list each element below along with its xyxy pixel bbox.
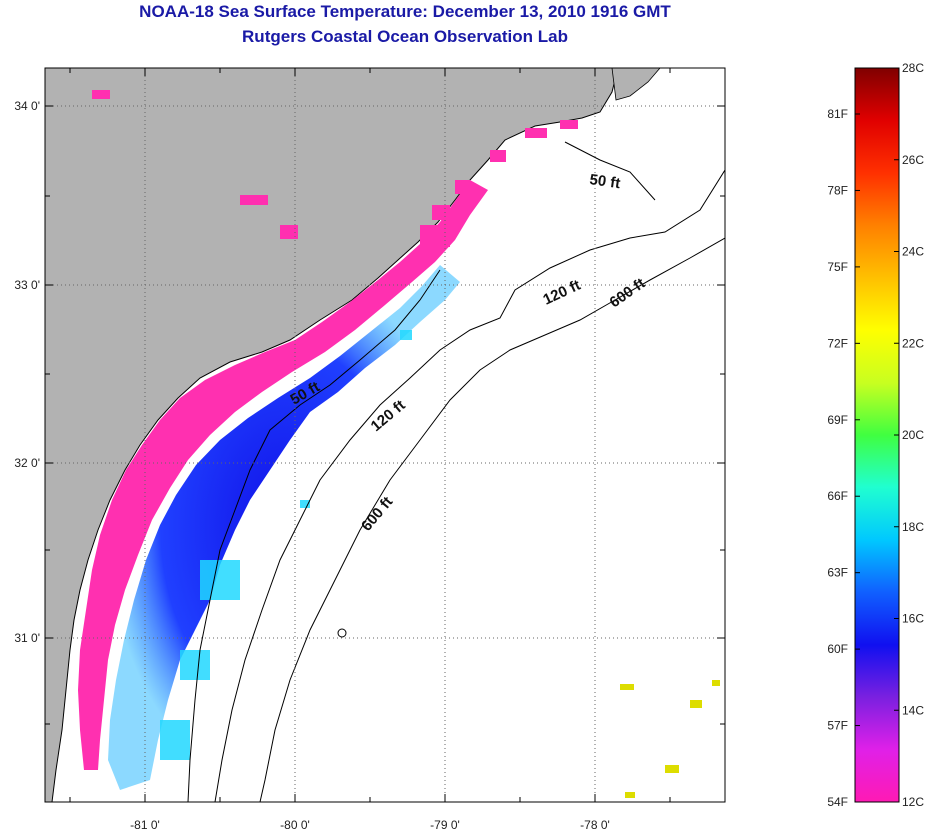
colorbar-fahrenheit-label: 54F xyxy=(827,795,848,809)
colorbar-celsius-label: 24C xyxy=(902,245,924,259)
lat-label: 34 0' xyxy=(14,99,40,113)
contour-50ft xyxy=(187,141,656,802)
cool-water-band xyxy=(108,265,460,790)
map-title: NOAA-18 Sea Surface Temperature: Decembe… xyxy=(139,2,671,21)
graticule xyxy=(45,68,725,802)
colorbar-fahrenheit-label: 81F xyxy=(827,107,848,121)
colorbar-fahrenheit-label: 78F xyxy=(827,183,848,197)
lat-label: 32 0' xyxy=(14,456,40,470)
colorbar-fahrenheit-label: 72F xyxy=(827,336,848,350)
contour-600ft xyxy=(259,237,725,802)
colorbar-celsius-label: 12C xyxy=(902,795,924,809)
colorbar-fahrenheit-label: 75F xyxy=(827,260,848,274)
lat-label: 33 0' xyxy=(14,278,40,292)
colorbar-scale xyxy=(854,67,900,803)
lon-label: -78 0' xyxy=(580,818,610,832)
colorbar-fahrenheit-label: 69F xyxy=(827,413,848,427)
colorbar-celsius-label: 18C xyxy=(902,520,924,534)
yellow-patches xyxy=(620,680,720,798)
colorbar-celsius-label: 14C xyxy=(902,703,924,717)
map-frame xyxy=(44,67,726,803)
latitude-labels: 34 0' 33 0' 32 0' 31 0' xyxy=(14,99,40,645)
colorbar-celsius-label: 20C xyxy=(902,428,924,442)
colorbar-celsius-label: 22C xyxy=(902,336,924,350)
colorbar-fahrenheit-label: 60F xyxy=(827,642,848,656)
warm-patches xyxy=(92,90,578,247)
lat-label: 31 0' xyxy=(14,631,40,645)
frame-ticks xyxy=(45,68,725,802)
colorbar-celsius-label: 26C xyxy=(902,153,924,167)
land-mass xyxy=(45,68,619,802)
colorbar-fahrenheit-label: 57F xyxy=(827,719,848,733)
colorbar-fahrenheit-label: 66F xyxy=(827,489,848,503)
lon-label: -81 0' xyxy=(130,818,160,832)
colorbar: 28C 26C 24C 22C 20C 18C 16C 14C 12C 81F 78F 75F 72F… xyxy=(827,61,924,809)
contour-120ft xyxy=(214,169,725,802)
depth-contours xyxy=(187,141,725,802)
lon-label: -80 0' xyxy=(280,818,310,832)
cyan-patches xyxy=(160,330,412,760)
colorbar-fahrenheit-label: 63F xyxy=(827,566,848,580)
colorbar-celsius-label: 28C xyxy=(902,61,924,75)
lon-label: -79 0' xyxy=(430,818,460,832)
map-subtitle: Rutgers Coastal Ocean Observation Lab xyxy=(242,27,568,46)
contour-label: 50 ft xyxy=(588,171,621,192)
longitude-labels: -81 0' -80 0' -79 0' -78 0' xyxy=(130,818,610,832)
colorbar-celsius-label: 16C xyxy=(902,612,924,626)
